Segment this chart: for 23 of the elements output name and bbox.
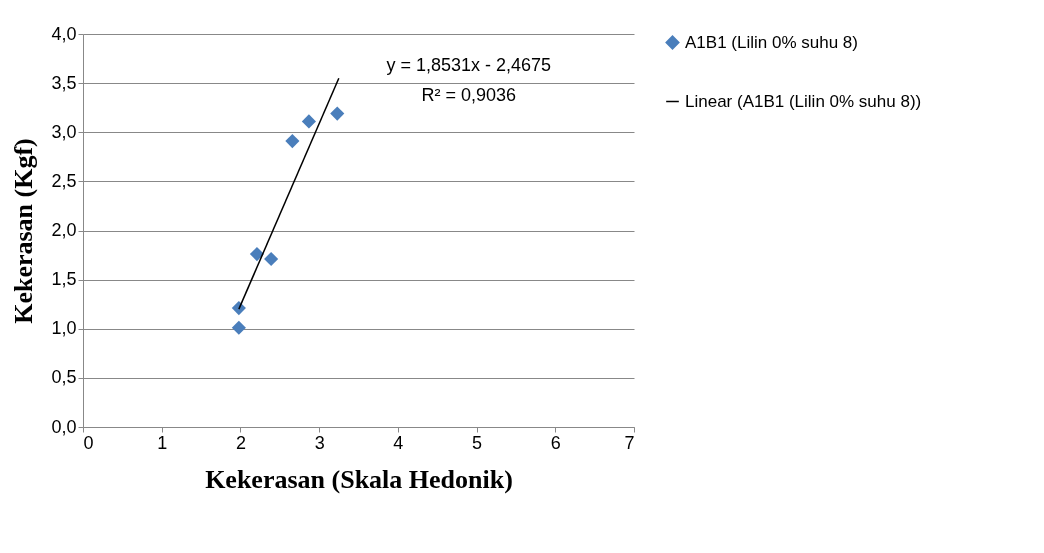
y-tick-label: 2,0	[51, 220, 77, 240]
y-axis-title: Kekerasan (Kgf)	[9, 138, 39, 324]
y-tick-label: 1,0	[51, 318, 77, 339]
legend-label: A1B1 (Lilin 0% suhu 8)	[685, 32, 858, 52]
x-tick-label: 3	[314, 432, 325, 453]
legend-label: Linear (A1B1 (Lilin 0% suhu 8))	[685, 91, 922, 111]
y-tick-label: 4,0	[51, 23, 77, 44]
y-tick-label: 1,5	[51, 269, 77, 290]
annotation: y = 1,8531x - 2,4675	[386, 55, 552, 76]
x-tick-label: 5	[472, 432, 483, 453]
y-tick-label: 2,5	[51, 170, 77, 191]
annotation: R² = 0,9036	[421, 85, 517, 106]
x-tick-label: 1	[157, 432, 168, 453]
x-tick-label: 6	[550, 432, 561, 453]
x-axis-title: Kekerasan (Skala Hedonik)	[205, 464, 513, 494]
y-tick-label: 3,0	[51, 121, 77, 142]
y-tick-label: 3,5	[51, 72, 77, 93]
y-tick-label: 0,5	[51, 367, 77, 388]
x-tick-label: 4	[393, 432, 404, 453]
x-tick-label: 7	[624, 432, 635, 453]
x-tick-label: 0	[83, 432, 94, 453]
y-tick-label: 0,0	[51, 416, 77, 437]
x-tick-label: 2	[235, 432, 246, 453]
